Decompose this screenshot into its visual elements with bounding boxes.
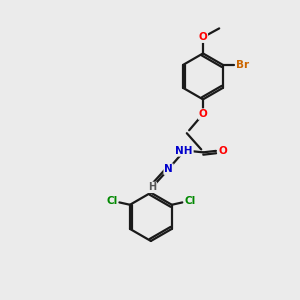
Text: Cl: Cl (106, 196, 117, 206)
Text: O: O (218, 146, 227, 156)
Text: H: H (148, 182, 156, 192)
Text: O: O (199, 109, 207, 119)
Text: NH: NH (176, 146, 193, 156)
Text: Cl: Cl (184, 196, 196, 206)
Text: N: N (164, 164, 173, 174)
Text: Br: Br (236, 60, 249, 70)
Text: O: O (199, 32, 207, 42)
